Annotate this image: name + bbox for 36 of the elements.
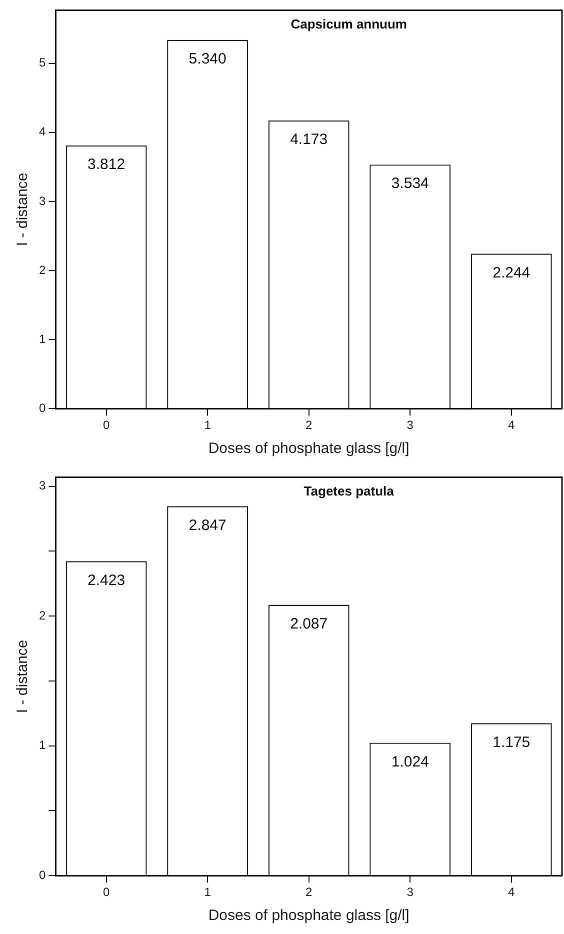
data-label: 2.244 xyxy=(492,264,530,282)
x-tick-label: 4 xyxy=(508,418,516,432)
y-tick-label: 4 xyxy=(38,124,46,139)
y-tick-label: 0 xyxy=(38,868,46,882)
y-tick-label: 5 xyxy=(38,56,46,70)
y-axis-title: I - distance xyxy=(14,172,32,246)
data-label: 3.534 xyxy=(391,175,429,192)
x-tick-label: 0 xyxy=(102,885,110,900)
data-label: 2.847 xyxy=(188,516,226,534)
y-tick-label: 3 xyxy=(38,478,46,493)
x-tick-label: 4 xyxy=(508,885,516,900)
y-tick-label: 1 xyxy=(38,332,46,346)
x-tick-label: 2 xyxy=(305,418,312,432)
x-tick-label: 1 xyxy=(204,418,212,432)
x-tick-label: 0 xyxy=(102,418,110,432)
x-tick-label: 3 xyxy=(406,418,414,432)
y-tick-label: 2 xyxy=(38,262,46,277)
y-axis-title: I - distance xyxy=(14,640,32,714)
x-axis-title: Doses of phosphate glass [g/l] xyxy=(208,907,410,924)
data-label: 1.175 xyxy=(492,734,530,751)
y-tick-label: 3 xyxy=(38,194,46,208)
x-axis-title: Doses of phosphate glass [g/l] xyxy=(208,440,410,458)
data-label: 3.812 xyxy=(88,156,126,174)
data-label: 5.340 xyxy=(188,50,226,68)
x-tick-label: 2 xyxy=(305,885,312,900)
x-tick-label: 3 xyxy=(406,885,414,900)
y-tick-label: 2 xyxy=(38,608,46,622)
text: Capsicum annuum xyxy=(290,16,407,32)
data-label: 2.423 xyxy=(88,572,126,589)
data-label: 1.024 xyxy=(391,753,429,770)
y-tick-label: 1 xyxy=(38,738,46,752)
data-label: 2.087 xyxy=(290,615,328,632)
y-tick-label: 0 xyxy=(38,400,46,415)
text: Tagetes patula xyxy=(304,483,395,498)
x-tick-label: 1 xyxy=(204,885,212,900)
data-label: 4.173 xyxy=(290,131,328,148)
